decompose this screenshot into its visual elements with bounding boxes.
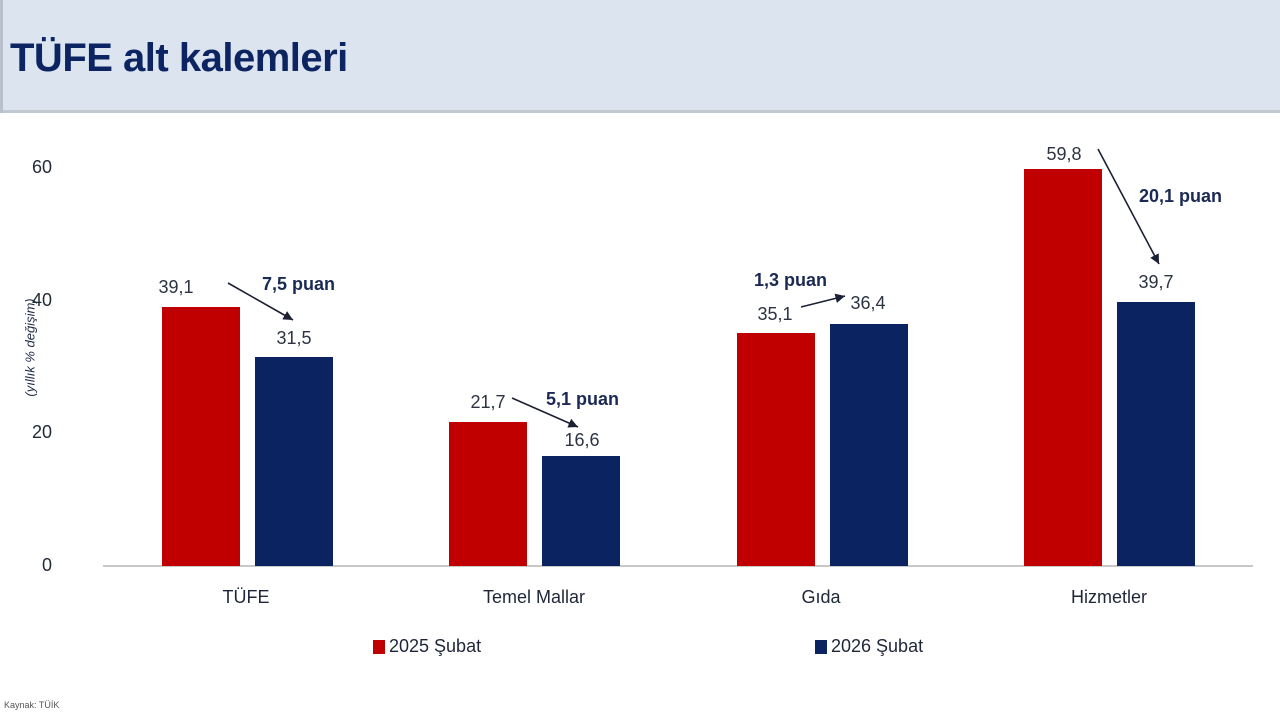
x-tick-label: Hizmetler <box>1070 587 1147 607</box>
legend-label: 2026 Şubat <box>831 636 924 656</box>
delta-annotation: 5,1 puan <box>546 389 620 409</box>
delta-annotation: 1,3 puan <box>754 270 828 290</box>
y-tick-0: 0 <box>41 555 52 575</box>
legend-swatch-red <box>373 639 385 654</box>
header-edge <box>0 0 3 113</box>
legend-label: 2025 Şubat <box>389 636 482 656</box>
value-label: 39,1 <box>158 277 194 297</box>
value-label: 35,1 <box>757 304 793 324</box>
x-tick-label: Temel Mallar <box>482 587 586 607</box>
source-note: Kaynak: TÜİK <box>4 700 60 710</box>
legend-swatch-navy <box>815 639 827 654</box>
x-tick-label: Gıda <box>801 587 841 607</box>
value-label: 59,8 <box>1046 144 1082 164</box>
x-axis-line <box>103 565 1253 567</box>
value-label: 39,7 <box>1138 272 1174 292</box>
bar-gida-2026 <box>830 324 908 566</box>
legend-item-2026: 2026 Şubat <box>815 636 923 657</box>
value-label: 31,5 <box>276 328 312 348</box>
bar-tufe-2025 <box>162 307 240 566</box>
bar-tufe-2026 <box>255 357 333 566</box>
value-label: 36,4 <box>850 293 886 313</box>
bar-temel-mallar-2026 <box>542 456 620 566</box>
bar-temel-mallar-2025 <box>449 422 527 566</box>
bar-gida-2025 <box>737 333 815 566</box>
y-tick-20: 20 <box>31 422 52 442</box>
y-tick-60: 60 <box>31 157 52 177</box>
x-tick-label: TÜFE <box>222 587 270 607</box>
delta-annotation: 20,1 puan <box>1139 186 1223 206</box>
value-label: 16,6 <box>564 430 600 450</box>
title-bar: TÜFE alt kalemleri <box>0 0 1280 113</box>
y-tick-40: 40 <box>31 290 52 310</box>
page-title: TÜFE alt kalemleri <box>10 36 348 80</box>
value-label: 21,7 <box>470 392 506 412</box>
delta-annotation: 7,5 puan <box>262 274 336 294</box>
bar-hizmetler-2026 <box>1117 302 1195 566</box>
bar-hizmetler-2025 <box>1024 169 1102 566</box>
legend-item-2025: 2025 Şubat <box>373 636 481 657</box>
